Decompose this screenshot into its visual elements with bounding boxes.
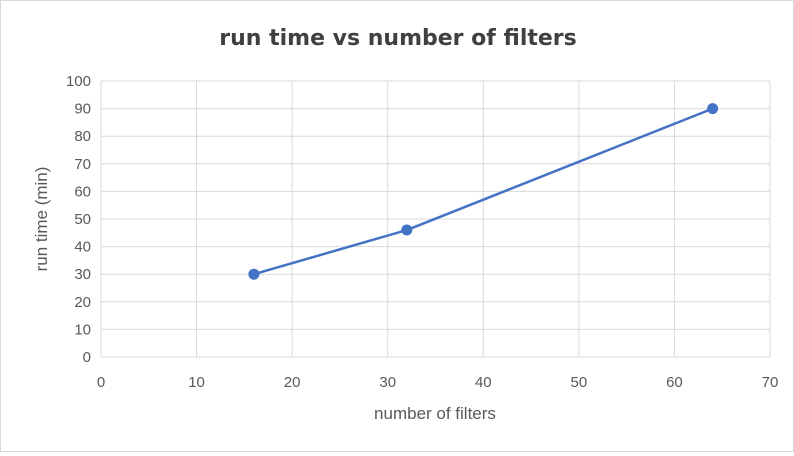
y-axis-label: run time (min) <box>32 167 51 272</box>
x-tick-label: 60 <box>666 374 683 391</box>
y-tick-label: 70 <box>74 156 91 173</box>
x-axis-label: number of filters <box>374 404 496 423</box>
x-tick-label: 20 <box>284 374 301 391</box>
y-tick-label: 50 <box>74 211 91 228</box>
x-tick-label: 40 <box>475 374 492 391</box>
x-tick-label: 70 <box>762 374 779 391</box>
chart-title: run time vs number of filters <box>219 26 577 51</box>
y-tick-label: 80 <box>74 128 91 145</box>
y-tick-label: 60 <box>74 183 91 200</box>
y-tick-label: 0 <box>83 349 91 366</box>
y-tick-label: 30 <box>74 266 91 283</box>
y-tick-label: 100 <box>66 73 91 90</box>
x-tick-label: 0 <box>97 374 105 391</box>
y-tick-label: 40 <box>74 239 91 256</box>
x-tick-label: 10 <box>188 374 205 391</box>
data-point <box>248 268 260 280</box>
x-tick-label: 30 <box>379 374 396 391</box>
y-axis-ticks: 0 10 20 30 40 50 60 70 80 90 100 <box>66 73 91 366</box>
data-point <box>401 224 413 236</box>
y-tick-label: 20 <box>74 294 91 311</box>
data-point <box>707 103 719 115</box>
y-tick-label: 90 <box>74 101 91 118</box>
x-tick-label: 50 <box>571 374 588 391</box>
series-group <box>248 103 719 280</box>
y-tick-label: 10 <box>74 321 91 338</box>
x-axis-ticks: 0 10 20 30 40 50 60 70 <box>97 374 779 391</box>
